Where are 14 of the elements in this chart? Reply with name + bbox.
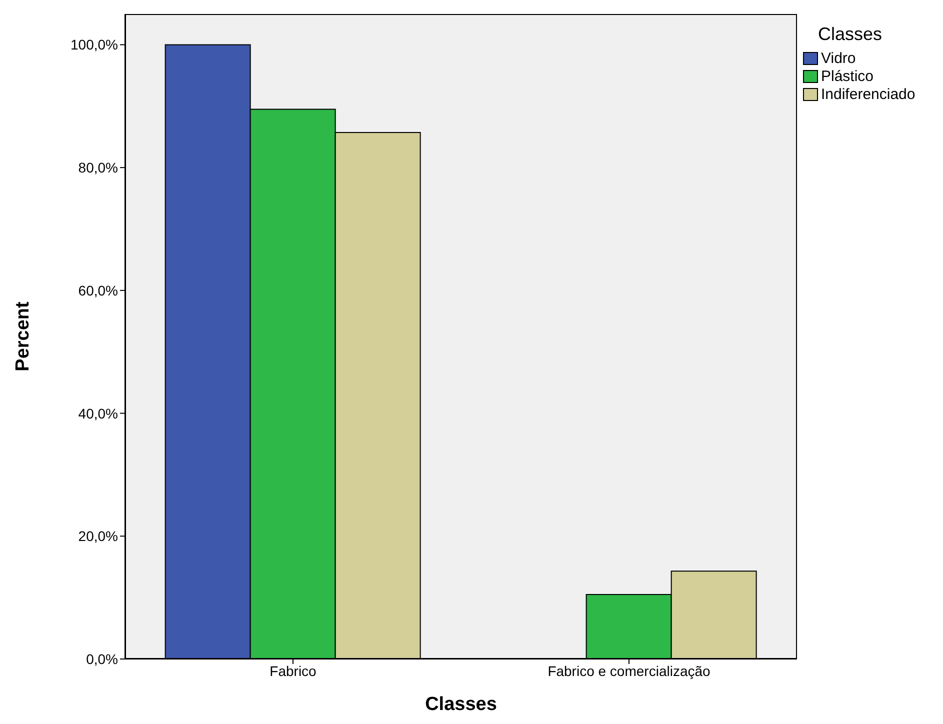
- legend-label: Vidro: [821, 50, 856, 66]
- legend-label: Plástico: [821, 68, 874, 84]
- x-axis-title: Classes: [425, 694, 497, 715]
- y-tick-label: 0,0%: [86, 650, 118, 667]
- x-tick-label: Fabrico: [270, 662, 317, 679]
- y-tick-label: 20,0%: [78, 528, 118, 544]
- y-tick-label: 100,0%: [70, 36, 118, 53]
- x-tick-label: Fabrico e comercialização: [548, 662, 711, 679]
- legend-title: Classes: [817, 24, 884, 45]
- y-tick-label: 40,0%: [78, 405, 118, 422]
- y-tick-label: 60,0%: [78, 282, 118, 298]
- legend-label: Indiferenciado: [821, 86, 916, 102]
- y-tick-label: 80,0%: [78, 160, 118, 176]
- y-axis-title: Percent: [12, 300, 34, 372]
